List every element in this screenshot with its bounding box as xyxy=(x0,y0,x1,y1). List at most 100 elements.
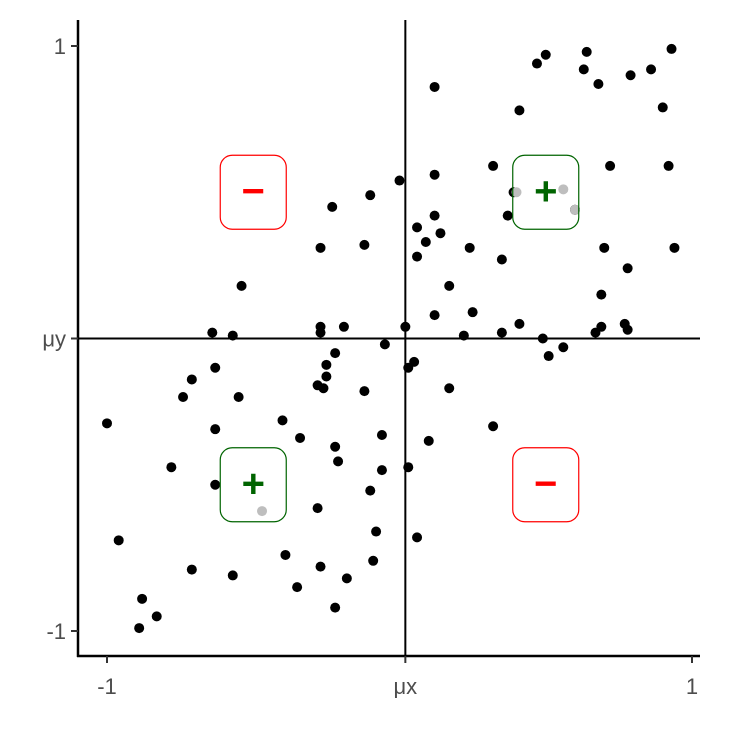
reference-lines xyxy=(78,20,700,656)
y-tick-label: 1 xyxy=(54,34,66,59)
points-layer xyxy=(102,43,680,634)
data-point xyxy=(113,535,124,546)
data-point xyxy=(312,503,323,514)
y-tick-label: -1 xyxy=(46,619,66,644)
x-tick-label: -1 xyxy=(97,674,117,699)
data-point xyxy=(280,549,291,560)
data-point xyxy=(365,485,376,496)
data-point xyxy=(376,465,387,476)
data-point xyxy=(137,593,148,604)
data-point xyxy=(186,564,197,575)
x-tick-label: μx xyxy=(394,674,418,699)
x-tick-label: 1 xyxy=(686,674,698,699)
data-point xyxy=(315,327,326,338)
positive-sign-label: + xyxy=(242,462,265,506)
data-point xyxy=(488,421,499,432)
data-point xyxy=(403,462,414,473)
data-point xyxy=(102,418,112,429)
highlighted-point xyxy=(257,506,268,517)
data-point xyxy=(277,415,288,426)
data-point xyxy=(210,479,221,490)
data-point xyxy=(210,424,221,435)
negative-sign-label: − xyxy=(534,462,557,506)
data-point xyxy=(622,324,633,335)
highlighted-point xyxy=(558,184,569,195)
data-point xyxy=(295,432,306,443)
data-point xyxy=(590,327,601,338)
data-point xyxy=(227,330,238,341)
data-point xyxy=(467,307,478,318)
data-point xyxy=(429,169,440,180)
data-point xyxy=(423,435,434,446)
data-point xyxy=(666,43,677,54)
data-point xyxy=(558,342,569,353)
data-point xyxy=(371,526,382,537)
data-point xyxy=(207,327,218,338)
data-point xyxy=(236,280,247,291)
quadrant-annotations: − + + − xyxy=(219,154,580,523)
data-point xyxy=(537,333,548,344)
positive-quadrant-box xyxy=(219,447,287,523)
data-point xyxy=(458,330,469,341)
data-point xyxy=(365,190,376,201)
data-point xyxy=(429,210,440,221)
data-point xyxy=(292,582,303,593)
negative-sign-label: − xyxy=(242,169,265,213)
data-point xyxy=(321,371,332,382)
data-point xyxy=(210,362,221,373)
data-point xyxy=(444,383,455,394)
data-point xyxy=(330,348,341,359)
data-point xyxy=(400,321,411,332)
data-point xyxy=(581,46,592,57)
data-point xyxy=(233,392,244,402)
positive-quadrant-box xyxy=(512,154,580,230)
negative-quadrant-box xyxy=(219,154,287,230)
data-point xyxy=(134,623,145,634)
data-point xyxy=(593,79,604,90)
data-point xyxy=(543,351,554,362)
data-point xyxy=(540,49,551,60)
y-tick-label: μy xyxy=(42,327,66,352)
data-point xyxy=(412,251,423,262)
data-point xyxy=(330,602,341,613)
data-point xyxy=(151,611,162,622)
data-point xyxy=(663,160,674,171)
data-point xyxy=(403,362,414,373)
data-point xyxy=(327,201,338,212)
highlighted-point xyxy=(511,187,522,198)
data-point xyxy=(605,160,616,171)
data-point xyxy=(227,570,238,581)
data-point xyxy=(333,456,344,467)
data-point xyxy=(376,430,387,441)
data-point xyxy=(514,318,525,329)
data-point xyxy=(502,210,513,221)
data-point xyxy=(444,280,455,291)
data-point xyxy=(669,242,680,253)
axis-ticks: -1 μx 1 -1 μy 1 xyxy=(42,34,698,699)
data-point xyxy=(338,321,349,332)
data-point xyxy=(186,374,197,385)
data-point xyxy=(321,359,332,370)
positive-sign-label: + xyxy=(534,169,557,213)
data-point xyxy=(657,102,668,113)
data-point xyxy=(622,263,633,274)
data-point xyxy=(318,383,329,394)
data-point xyxy=(578,64,589,75)
data-point xyxy=(464,242,475,253)
data-point xyxy=(496,254,507,265)
data-point xyxy=(359,386,370,397)
negative-quadrant-box xyxy=(512,447,580,523)
highlighted-point xyxy=(570,204,580,215)
data-point xyxy=(488,160,499,171)
data-point xyxy=(166,462,177,473)
data-point xyxy=(646,64,657,75)
data-point xyxy=(379,339,390,350)
data-point xyxy=(315,561,326,572)
data-point xyxy=(435,228,446,239)
data-point xyxy=(531,58,542,69)
data-point xyxy=(429,310,440,321)
data-point xyxy=(412,222,423,233)
data-point xyxy=(394,175,405,186)
data-point xyxy=(315,242,326,253)
